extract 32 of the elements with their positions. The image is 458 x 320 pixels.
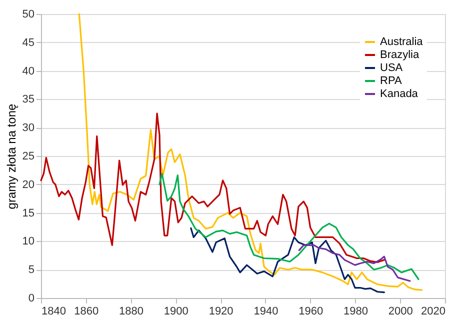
line-series bbox=[78, 13, 423, 291]
y-tick-label: 10 bbox=[22, 236, 34, 248]
y-tick-label: 20 bbox=[22, 178, 34, 191]
x-tick-label: 2020 bbox=[421, 306, 446, 318]
y-tick-label: 35 bbox=[22, 94, 34, 106]
y-axis-title: gramy złota na tonę bbox=[4, 103, 18, 210]
y-tick-label: 0 bbox=[28, 292, 34, 304]
y-tick-label: 30 bbox=[22, 122, 34, 134]
y-tick-label: 25 bbox=[22, 150, 34, 162]
y-tick-label: 50 bbox=[22, 8, 34, 20]
y-tick-label: 15 bbox=[22, 207, 34, 220]
x-tick-label: 1960 bbox=[298, 306, 324, 318]
line-series bbox=[40, 112, 385, 264]
legend-label: RPA bbox=[380, 75, 402, 87]
legend-label: Australia bbox=[380, 36, 424, 48]
x-tick-label: 1880 bbox=[119, 306, 144, 318]
line-series bbox=[298, 244, 411, 282]
line-series bbox=[190, 227, 385, 294]
x-tick-label: 1900 bbox=[164, 306, 188, 318]
y-tick-label: 40 bbox=[22, 65, 34, 78]
x-tick-label: 1840 bbox=[42, 306, 66, 318]
x-tick-label: 1860 bbox=[74, 306, 99, 318]
legend-label: Brazylia bbox=[380, 49, 420, 61]
y-tick-label: 5 bbox=[28, 264, 34, 276]
x-tick-label: 2000 bbox=[388, 306, 413, 318]
line-series bbox=[158, 172, 420, 280]
legend-label: USA bbox=[380, 62, 404, 74]
legend-label: Kanada bbox=[380, 88, 419, 100]
y-tick-label: 45 bbox=[22, 36, 34, 49]
x-tick-label: 1920 bbox=[208, 306, 234, 318]
x-tick-label: 1940 bbox=[254, 306, 278, 318]
x-tick-label: 1980 bbox=[343, 306, 368, 318]
